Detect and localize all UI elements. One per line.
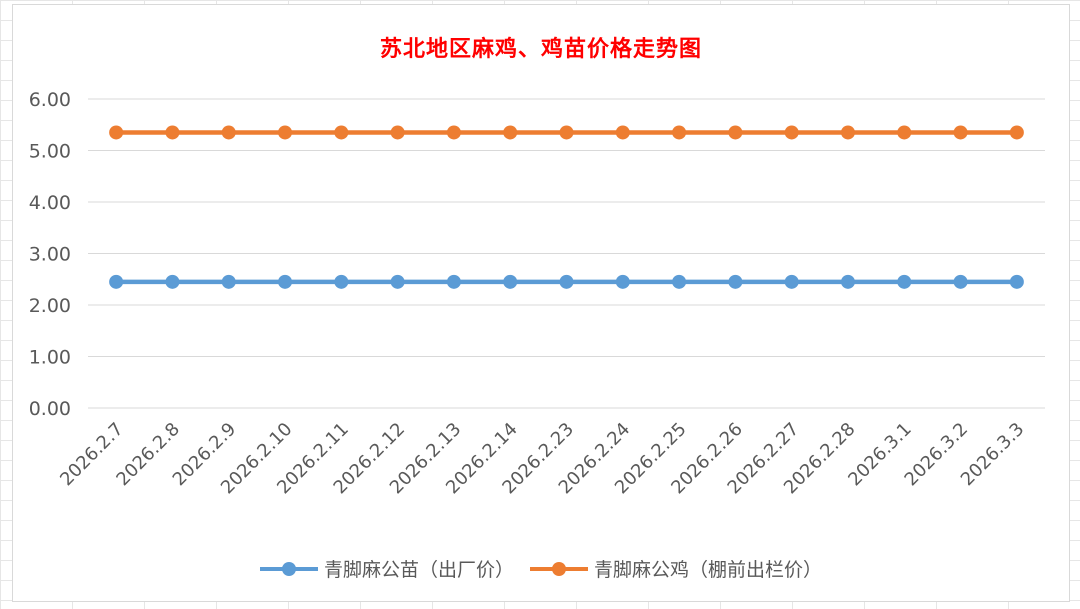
data-point xyxy=(559,274,574,289)
chart-title: 苏北地区麻鸡、鸡苗价格走势图 xyxy=(379,36,702,62)
y-tick-label: 1.00 xyxy=(29,347,71,369)
data-point xyxy=(503,125,518,140)
data-point xyxy=(221,274,236,289)
legend-item-series-1: 青脚麻公苗（出厂价） xyxy=(259,555,514,582)
data-point xyxy=(784,125,799,140)
data-point xyxy=(672,125,687,140)
data-point xyxy=(390,125,405,140)
data-point xyxy=(559,125,574,140)
data-point xyxy=(615,274,630,289)
data-point xyxy=(109,125,124,140)
legend-marker-series-2 xyxy=(530,560,588,578)
legend-dot-series-2 xyxy=(552,561,566,576)
data-point xyxy=(672,274,687,289)
data-point xyxy=(278,125,293,140)
data-point xyxy=(728,125,743,140)
y-tick-label: 3.00 xyxy=(29,244,71,266)
chart-area[interactable]: 苏北地区麻鸡、鸡苗价格走势图 0.00 1.00 2.00 3.00 4.00 5.00 6… xyxy=(12,4,1070,602)
data-point xyxy=(334,125,349,140)
data-point xyxy=(278,274,293,289)
y-tick-label: 4.00 xyxy=(29,192,71,214)
data-point xyxy=(953,125,968,140)
data-point xyxy=(953,274,968,289)
data-point xyxy=(165,274,180,289)
legend-label-series-1: 青脚麻公苗（出厂价） xyxy=(323,559,514,581)
y-tick-label: 2.00 xyxy=(29,295,71,317)
plot-area: 0.001.002.003.004.005.006.002026.2.72026… xyxy=(29,89,1045,498)
data-point xyxy=(615,125,630,140)
data-point xyxy=(221,125,236,140)
legend-dot-series-1 xyxy=(281,561,296,576)
data-point xyxy=(897,274,912,289)
legend-item-series-2: 青脚麻公鸡（棚前出栏价） xyxy=(530,555,822,582)
data-point xyxy=(840,125,855,140)
y-tick-label: 0.00 xyxy=(29,398,71,420)
legend-label-series-2: 青脚麻公鸡（棚前出栏价） xyxy=(594,559,823,581)
y-tick-label: 6.00 xyxy=(29,89,71,111)
data-point xyxy=(503,274,518,289)
legend: 青脚麻公苗（出厂价） 青脚麻公鸡（棚前出栏价） xyxy=(13,555,1069,582)
data-point xyxy=(109,274,124,289)
data-point xyxy=(165,125,180,140)
data-point xyxy=(446,125,461,140)
data-point xyxy=(446,274,461,289)
data-point xyxy=(897,125,912,140)
legend-marker-series-1 xyxy=(259,560,318,578)
data-point xyxy=(390,274,405,289)
data-point xyxy=(784,274,799,289)
data-point xyxy=(1009,125,1024,140)
y-tick-label: 5.00 xyxy=(29,141,71,163)
data-point xyxy=(1009,274,1024,289)
data-point xyxy=(728,274,743,289)
data-point xyxy=(334,274,349,289)
data-point xyxy=(840,274,855,289)
